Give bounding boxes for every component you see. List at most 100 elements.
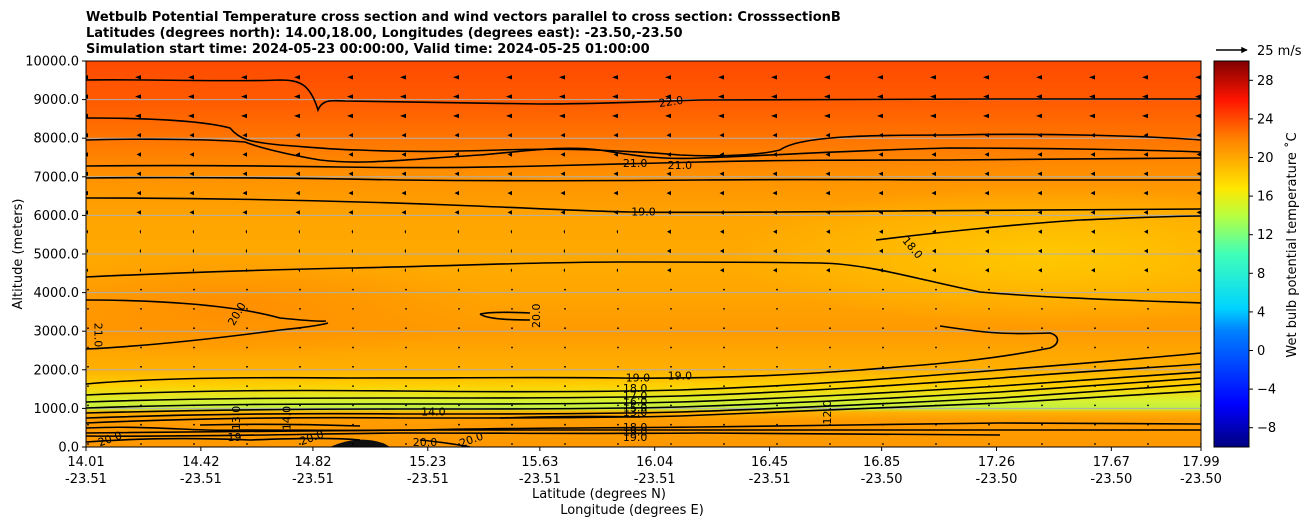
wind-vector — [720, 229, 724, 234]
wind-vector — [988, 423, 990, 426]
wind-vector — [930, 94, 936, 99]
wind-vector — [87, 404, 89, 407]
contour-label: 22.0 — [658, 94, 684, 110]
wind-vector — [401, 210, 406, 215]
wind-vector — [877, 113, 883, 119]
wind-vector — [352, 404, 354, 407]
wind-vector — [935, 443, 937, 445]
x-tick-label-lat: 15.63 — [521, 455, 558, 470]
wind-vector — [511, 346, 513, 349]
x-tick-label-lon: -23.51 — [519, 472, 561, 487]
wind-vector — [983, 113, 989, 119]
wind-vector — [1041, 327, 1043, 330]
wind-vector — [670, 404, 672, 407]
contour-label: 21.0 — [623, 157, 648, 170]
wind-vector — [352, 385, 354, 387]
wind-vector — [188, 75, 194, 80]
y-tick-label: 9000.0 — [34, 93, 80, 108]
wind-vector — [1143, 190, 1148, 196]
wind-vector — [616, 229, 618, 234]
wind-vector — [984, 210, 989, 215]
wind-vector — [776, 365, 778, 368]
contour-line — [86, 422, 1201, 432]
wind-vector — [511, 308, 513, 310]
contour-line — [86, 377, 1201, 414]
wind-vector — [1038, 268, 1042, 273]
wind-vector — [985, 268, 989, 273]
colorbar: −8 −4 0 4 8 12 16 20 24 28 Wet bulb potential tem… — [1213, 60, 1300, 448]
wind-vector — [932, 268, 936, 273]
wind-vector — [772, 133, 777, 138]
wind-vector — [824, 113, 830, 119]
wind-vector — [192, 268, 194, 273]
wind-vector — [723, 346, 725, 349]
wind-vector — [140, 423, 142, 426]
wind-vector — [87, 346, 89, 349]
wind-vector — [616, 268, 618, 273]
wind-vector — [404, 229, 406, 234]
wind-vector — [1094, 404, 1096, 407]
wind-vector — [511, 404, 513, 407]
wind-vector — [771, 113, 777, 119]
wind-vector — [1197, 268, 1201, 273]
contour-label: 14.0 — [421, 405, 446, 418]
colorbar-tick-label: 0 — [1257, 344, 1265, 359]
wind-vector — [617, 327, 619, 330]
wind-vector — [723, 385, 725, 387]
contour-label: 16.0 — [623, 395, 648, 408]
wind-vector — [1041, 288, 1043, 291]
wind-vector — [458, 327, 460, 330]
contour-line — [199, 415, 641, 427]
wind-vector — [1090, 152, 1095, 157]
wind-vector — [348, 133, 353, 138]
wind-vector — [457, 229, 459, 234]
wind-vector — [400, 113, 406, 119]
contour-line — [86, 299, 327, 323]
wind-vector — [139, 268, 141, 273]
wind-vector — [825, 190, 830, 196]
wind-vector — [1195, 75, 1201, 80]
wind-vector — [511, 288, 513, 291]
wind-vector — [1143, 171, 1148, 176]
wind-vector — [454, 190, 459, 196]
wind-vector — [1038, 229, 1042, 234]
wind-vector — [140, 308, 142, 310]
wind-vector — [617, 288, 619, 291]
wind-vector — [188, 94, 194, 99]
contour-label: 19.0 — [668, 369, 693, 382]
wind-vector — [985, 248, 989, 254]
wind-vector — [560, 190, 565, 196]
wind-vector — [666, 190, 671, 196]
wind-vector — [140, 365, 142, 368]
wind-vector — [829, 385, 831, 387]
colorbar-tick-label: 8 — [1257, 267, 1265, 282]
wind-vector — [1038, 248, 1042, 254]
contour-label: 12.0 — [821, 400, 834, 425]
contour-label: 19 — [227, 431, 241, 444]
wind-vector — [246, 346, 248, 349]
wind-vector — [826, 229, 830, 234]
wind-vector — [879, 248, 883, 254]
wind-vector — [560, 210, 565, 215]
wind-vector — [241, 94, 247, 99]
wind-vector — [931, 171, 936, 176]
wind-vector — [507, 210, 512, 215]
wind-vector — [825, 152, 830, 157]
wind-vector — [670, 346, 672, 349]
wind-vector — [511, 365, 513, 368]
colorbar-tick-label: −4 — [1257, 383, 1276, 398]
wind-vector — [404, 268, 406, 273]
wind-vector — [776, 308, 778, 310]
wind-vector — [295, 171, 300, 176]
y-tick-label: 8000.0 — [34, 132, 80, 147]
colorbar-tick-label: 4 — [1257, 305, 1265, 320]
wind-vector — [824, 94, 830, 99]
wind-vector — [1196, 133, 1201, 138]
wind-vector — [351, 229, 353, 234]
contour-label: 19.0 — [623, 425, 648, 438]
wind-vector — [401, 152, 406, 157]
x-tick-label-lat: 14.82 — [294, 455, 331, 470]
wind-vector — [507, 190, 512, 196]
wind-vector — [458, 423, 460, 426]
